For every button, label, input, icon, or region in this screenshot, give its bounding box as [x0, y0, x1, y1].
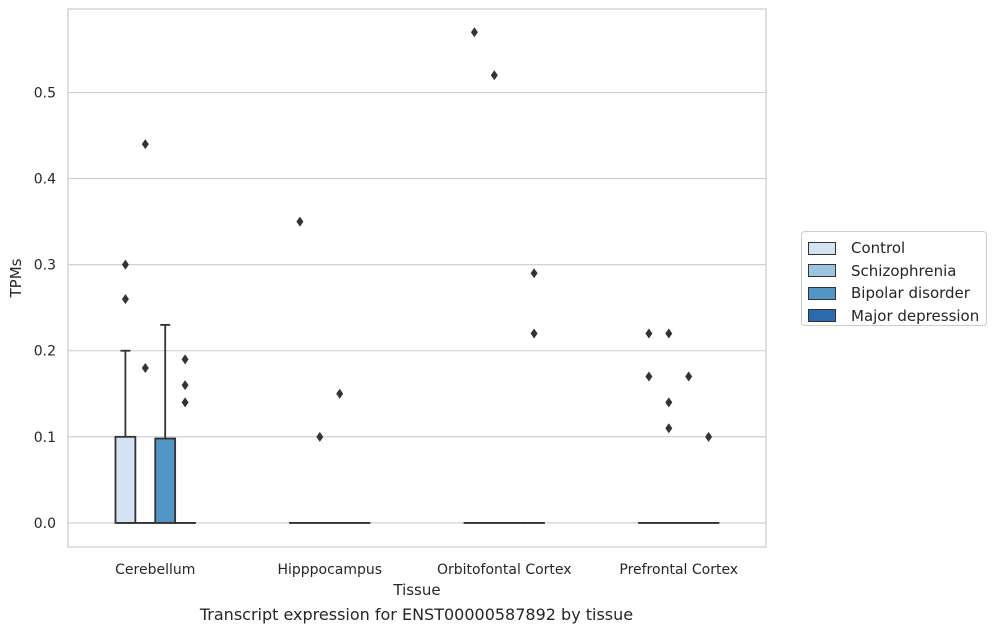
- legend-label: Major depression: [851, 306, 980, 325]
- legend-label: Schizophrenia: [851, 261, 957, 280]
- outlier-point: [181, 397, 189, 408]
- legend-swatch-major-depression: [808, 309, 836, 323]
- outlier-point: [530, 328, 538, 339]
- outlier-point: [316, 431, 324, 442]
- y-tick-label: 0.3: [34, 258, 56, 274]
- box-0-0: [114, 259, 137, 524]
- outlier-point: [181, 380, 189, 391]
- legend-label: Control: [851, 239, 906, 258]
- box-1-1: [308, 431, 331, 524]
- outlier-point: [121, 259, 129, 270]
- x-axis-label: Tissue: [392, 581, 440, 599]
- x-tick-label: Hipppocampus: [277, 562, 382, 578]
- outlier-point: [665, 423, 673, 434]
- legend-item-control: Control: [808, 237, 986, 260]
- outlier-point: [296, 216, 304, 227]
- legend-swatch-schizophrenia: [808, 264, 836, 278]
- legend-item-schizophrenia: Schizophrenia: [808, 260, 986, 283]
- outlier-point: [705, 431, 713, 442]
- plot-frame: [67, 8, 767, 548]
- box-0-1: [289, 216, 311, 524]
- y-axis-ticks: 0.0 0.1 0.2 0.3 0.4 0.5: [34, 85, 56, 531]
- outlier-point: [685, 371, 693, 382]
- box-2-1: [328, 388, 351, 524]
- box-3-0: [174, 354, 196, 524]
- outlier-point: [665, 328, 673, 339]
- box-3-2: [523, 268, 545, 524]
- x-tick-label: Orbitofontal Cortex: [437, 562, 572, 578]
- outlier-point: [645, 371, 653, 382]
- box-1-3: [657, 328, 680, 524]
- box-3-3: [697, 431, 720, 524]
- outlier-point: [470, 27, 478, 38]
- box-1-0: [134, 139, 157, 524]
- y-tick-label: 0.4: [34, 172, 56, 188]
- legend-item-bipolar-disorder: Bipolar disorder: [808, 282, 986, 305]
- box-plot-marks: [114, 27, 720, 524]
- legend-item-major-depression: Major depression: [808, 305, 986, 328]
- y-tick-label: 0.2: [34, 344, 56, 360]
- legend-swatch-bipolar-disorder: [808, 286, 836, 300]
- outlier-point: [141, 362, 149, 373]
- box-body: [114, 435, 137, 524]
- outlier-point: [121, 294, 129, 305]
- outlier-point: [645, 328, 653, 339]
- outlier-point: [490, 70, 498, 81]
- box-2-3: [677, 371, 700, 524]
- box-body: [154, 437, 177, 524]
- box-0-2: [463, 27, 486, 524]
- outlier-point: [336, 388, 344, 399]
- y-tick-label: 0.5: [34, 85, 56, 101]
- chart-caption: Transcript expression for ENST0000058789…: [199, 605, 634, 624]
- box-2-0: [154, 324, 177, 524]
- legend-label: Bipolar disorder: [851, 284, 970, 303]
- y-axis-label: TPMs: [7, 258, 25, 298]
- outlier-point: [530, 268, 538, 279]
- outlier-point: [141, 139, 149, 150]
- x-axis-ticks: Cerebellum Hipppocampus Orbitofontal Corte…: [115, 562, 738, 578]
- box-1-2: [483, 70, 506, 524]
- y-tick-label: 0.0: [34, 516, 56, 532]
- outlier-point: [665, 397, 673, 408]
- legend: Control Schizophrenia Bipolar disorder M…: [801, 231, 987, 326]
- box-0-3: [638, 328, 660, 524]
- x-tick-label: Cerebellum: [115, 562, 195, 578]
- y-tick-label: 0.1: [34, 430, 56, 446]
- legend-swatch-control: [808, 241, 836, 255]
- outlier-point: [181, 354, 189, 365]
- x-tick-label: Prefrontal Cortex: [619, 562, 738, 578]
